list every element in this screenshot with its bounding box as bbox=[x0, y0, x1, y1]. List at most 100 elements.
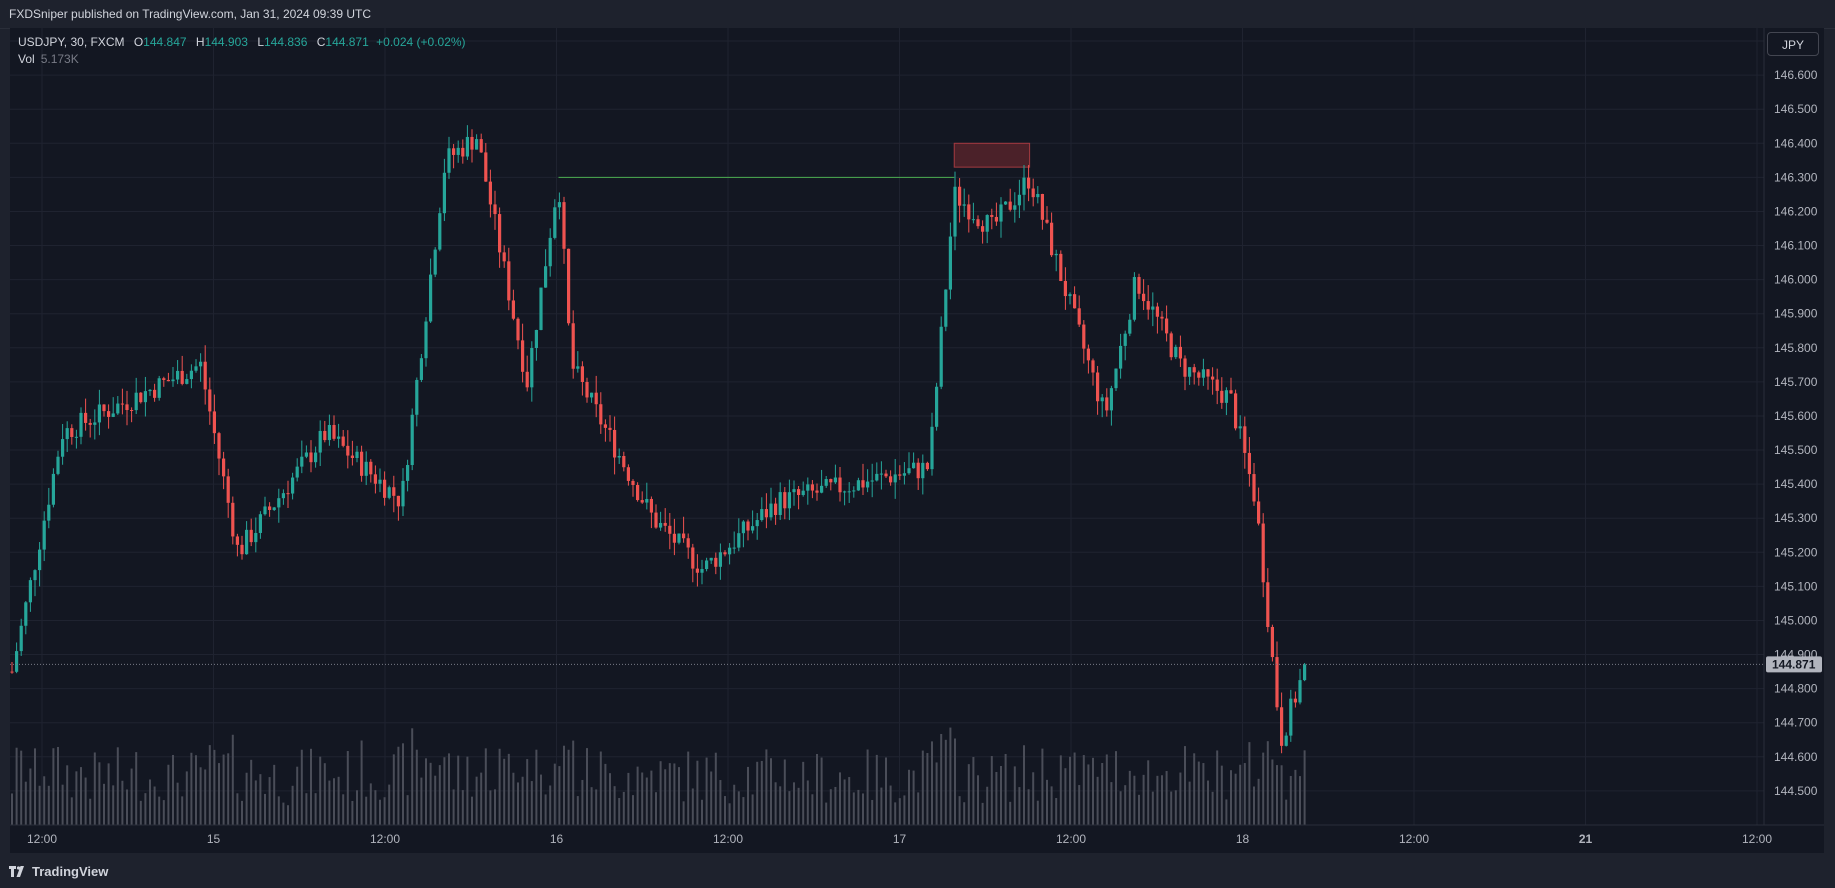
volume-bar bbox=[1280, 765, 1283, 825]
ohlc-legend: USDJPY, 30, FXCM O144.847 H144.903 L144.… bbox=[18, 34, 466, 68]
volume-bar bbox=[944, 739, 947, 825]
candle bbox=[553, 199, 557, 240]
volume-bar bbox=[1151, 791, 1154, 825]
volume-bar bbox=[889, 785, 892, 825]
open-value: 144.847 bbox=[143, 35, 187, 49]
volume-bar bbox=[558, 766, 561, 825]
candle bbox=[1004, 201, 1008, 205]
candle bbox=[456, 140, 460, 163]
candle bbox=[824, 475, 828, 488]
candle bbox=[511, 289, 515, 321]
volume-bar bbox=[857, 789, 860, 825]
footer: TradingView bbox=[0, 854, 1835, 888]
volume-bar bbox=[742, 797, 745, 825]
supply-zone-rect[interactable] bbox=[953, 142, 1031, 168]
volume-bar bbox=[1092, 757, 1094, 825]
grid bbox=[10, 28, 1764, 826]
candle bbox=[709, 557, 713, 564]
volume-bar bbox=[1271, 759, 1274, 825]
volume-bar bbox=[346, 751, 349, 825]
candle bbox=[631, 479, 635, 497]
chart-frame[interactable] bbox=[10, 28, 1824, 853]
symbol-label[interactable]: USDJPY, 30, FXCM bbox=[18, 35, 125, 49]
volume-bar bbox=[894, 802, 897, 825]
candle bbox=[383, 471, 387, 506]
candle bbox=[1174, 344, 1178, 360]
y-tick-label: 144.700 bbox=[1774, 716, 1818, 730]
volume-bar bbox=[747, 766, 749, 825]
annotations[interactable] bbox=[558, 142, 1031, 178]
volume-bar bbox=[917, 792, 920, 825]
candle bbox=[406, 459, 410, 492]
volume-bar bbox=[314, 793, 317, 825]
candle bbox=[314, 446, 318, 468]
x-tick-label: 17 bbox=[893, 832, 907, 846]
candle bbox=[525, 355, 529, 392]
candle bbox=[847, 482, 851, 503]
candle bbox=[1073, 286, 1077, 309]
volume-bar bbox=[305, 793, 308, 825]
volume-bar bbox=[885, 757, 887, 825]
volume-bar bbox=[848, 777, 851, 825]
candle bbox=[737, 518, 741, 552]
volume-label[interactable]: Vol bbox=[18, 52, 35, 66]
volume-bar bbox=[227, 753, 230, 825]
x-tick-label: 16 bbox=[550, 832, 564, 846]
volume-bar bbox=[737, 791, 740, 825]
volume-bar bbox=[701, 799, 703, 825]
candle bbox=[1266, 568, 1270, 633]
tradingview-logo[interactable]: TradingView bbox=[9, 864, 108, 879]
volume-bar bbox=[1050, 786, 1053, 825]
volume-value: 5.173K bbox=[40, 52, 79, 66]
volume-bar bbox=[912, 770, 915, 825]
candle bbox=[318, 420, 322, 467]
currency-button[interactable]: JPY bbox=[1767, 32, 1819, 56]
y-tick-label: 146.400 bbox=[1774, 136, 1818, 150]
volume-bar bbox=[254, 780, 257, 825]
candle bbox=[360, 445, 364, 482]
volume-bar bbox=[411, 728, 414, 825]
volume-bar bbox=[696, 760, 699, 825]
candle bbox=[1013, 192, 1017, 223]
candle bbox=[447, 136, 451, 179]
volume-bar bbox=[990, 756, 993, 825]
candle bbox=[258, 511, 262, 539]
candle bbox=[479, 133, 483, 153]
candle bbox=[856, 477, 860, 491]
volume-bar bbox=[126, 789, 128, 825]
candle bbox=[1293, 691, 1297, 708]
y-tick-label: 146.300 bbox=[1774, 170, 1818, 184]
candle bbox=[429, 258, 433, 324]
candle bbox=[516, 317, 520, 350]
candle bbox=[291, 472, 295, 500]
candle bbox=[728, 543, 732, 565]
volume-bar bbox=[415, 749, 418, 825]
candle bbox=[1119, 333, 1123, 379]
candle bbox=[304, 445, 308, 459]
volume-bar bbox=[1299, 776, 1301, 825]
volume-bar bbox=[24, 781, 27, 825]
volume-bar bbox=[604, 763, 607, 825]
candle bbox=[180, 355, 184, 386]
volume-bar bbox=[342, 794, 345, 825]
volume-bar bbox=[1294, 769, 1297, 825]
volume-bar bbox=[995, 771, 998, 825]
candle bbox=[38, 542, 42, 587]
candle bbox=[47, 487, 51, 529]
volume-bar bbox=[259, 774, 262, 825]
volume-bar bbox=[1023, 745, 1025, 825]
volume-bar bbox=[236, 793, 239, 825]
candle bbox=[1169, 331, 1173, 361]
last-price-label: 144.871 bbox=[1772, 657, 1816, 671]
volume-bar bbox=[1253, 786, 1255, 825]
volume-bar bbox=[406, 795, 409, 825]
volume-bar bbox=[1239, 764, 1242, 825]
candle bbox=[1206, 369, 1210, 390]
candle bbox=[42, 511, 46, 562]
candle bbox=[1086, 344, 1090, 374]
candle bbox=[1008, 188, 1012, 212]
volume-bar bbox=[1064, 768, 1067, 825]
volume-bar bbox=[544, 794, 547, 825]
candle bbox=[245, 521, 249, 555]
